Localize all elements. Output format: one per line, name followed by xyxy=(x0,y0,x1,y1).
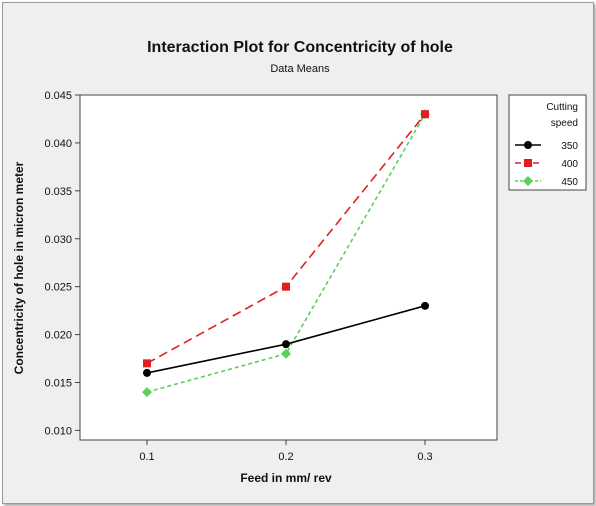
legend-swatch-marker xyxy=(524,159,532,167)
data-point xyxy=(143,368,151,377)
y-tick-label: 0.015 xyxy=(44,378,72,390)
chart-subtitle: Data Means xyxy=(270,63,330,75)
legend-box xyxy=(508,94,587,191)
legend-item-350: 350 xyxy=(515,141,578,152)
y-tick-label: 0.030 xyxy=(44,234,72,246)
y-tick-label: 0.035 xyxy=(44,186,72,198)
legend-item-450: 450 xyxy=(515,176,578,188)
legend: Cutting speed 350 400 450 xyxy=(508,94,587,191)
legend-title-line1: Cutting xyxy=(546,102,578,113)
x-tick-label: 0.3 xyxy=(417,451,432,463)
x-axis: 0.1 0.2 0.3 xyxy=(139,440,433,463)
legend-label: 450 xyxy=(561,177,578,188)
y-tick-label: 0.040 xyxy=(44,138,72,150)
data-point xyxy=(281,348,291,359)
data-point xyxy=(282,282,290,291)
x-tick-label: 0.2 xyxy=(278,451,293,463)
data-point xyxy=(421,110,429,119)
y-axis: 0.010 0.015 0.020 0.025 0.030 0.035 0.040 0.045 xyxy=(44,90,80,437)
series-400 xyxy=(143,110,429,368)
y-tick-label: 0.045 xyxy=(44,90,72,102)
legend-item-400: 400 xyxy=(515,159,578,170)
y-tick-label: 0.025 xyxy=(44,282,72,294)
data-point xyxy=(143,359,151,368)
series-350 xyxy=(143,301,429,377)
legend-swatch-marker xyxy=(524,141,532,149)
legend-title-line2: speed xyxy=(551,118,578,129)
y-tick-label: 0.020 xyxy=(44,330,72,342)
series-layer xyxy=(142,109,430,398)
legend-swatch-marker xyxy=(523,176,533,186)
legend-label: 400 xyxy=(561,159,578,170)
x-tick-label: 0.1 xyxy=(139,451,154,463)
data-point xyxy=(282,340,290,349)
data-point xyxy=(142,387,152,398)
plot-area xyxy=(79,94,498,441)
legend-label: 350 xyxy=(561,141,578,152)
y-axis-label: Concentricity of hole in micron meter xyxy=(12,161,26,374)
x-axis-label: Feed in mm/ rev xyxy=(240,471,332,485)
chart-title: Interaction Plot for Concentricity of ho… xyxy=(147,39,453,56)
data-point xyxy=(421,301,429,310)
y-tick-label: 0.010 xyxy=(44,425,72,437)
